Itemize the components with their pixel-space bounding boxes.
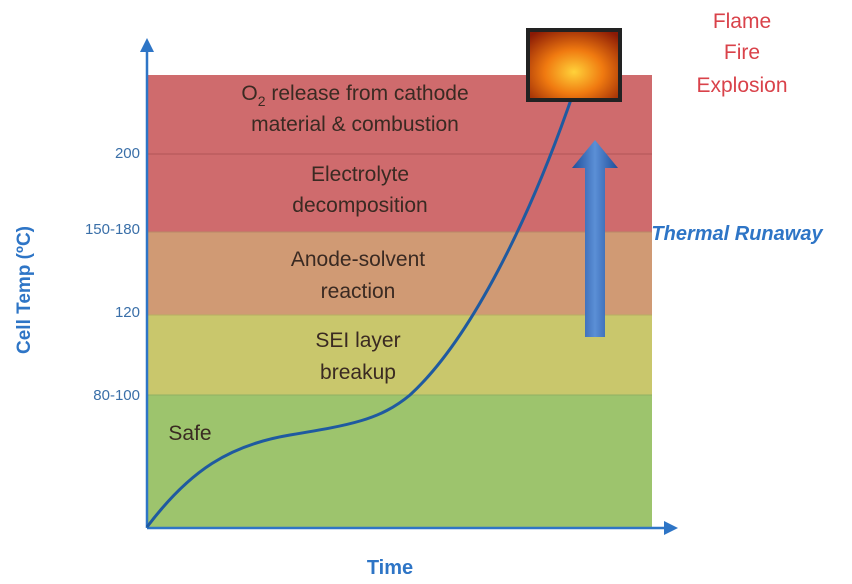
diagram: O2 release from cathode material & combu… <box>0 0 852 584</box>
level-label: 120 <box>115 304 140 321</box>
level-label: 80-100 <box>93 387 140 404</box>
zone-yellow <box>147 315 652 395</box>
fire-image <box>528 30 620 100</box>
zone-label: Safe <box>168 422 211 445</box>
x-axis-label: Time <box>367 557 413 579</box>
outcome-label: Flame <box>713 10 771 33</box>
zone-label: breakup <box>320 361 396 384</box>
outcome-label: Fire <box>724 41 760 64</box>
zone-label: Electrolyte <box>311 163 409 186</box>
level-label: 150-180 <box>85 221 140 238</box>
axis-arrow <box>664 521 678 535</box>
zone-label: decomposition <box>292 194 427 217</box>
zone-label: SEI layer <box>315 329 400 352</box>
zone-green <box>147 395 652 528</box>
zone-label: reaction <box>321 280 396 303</box>
y-axis-label: Cell Temp (ºC) <box>14 226 35 354</box>
zone-label: Anode-solvent <box>291 248 425 271</box>
outcome-label: Explosion <box>696 74 787 97</box>
zone-orange <box>147 232 652 315</box>
axis-arrow <box>140 38 154 52</box>
arrow-label: Thermal Runaway <box>651 223 823 245</box>
zone-label: O2 release from cathode <box>241 82 468 109</box>
zone-label: material & combustion <box>251 113 459 136</box>
level-label: 200 <box>115 145 140 162</box>
